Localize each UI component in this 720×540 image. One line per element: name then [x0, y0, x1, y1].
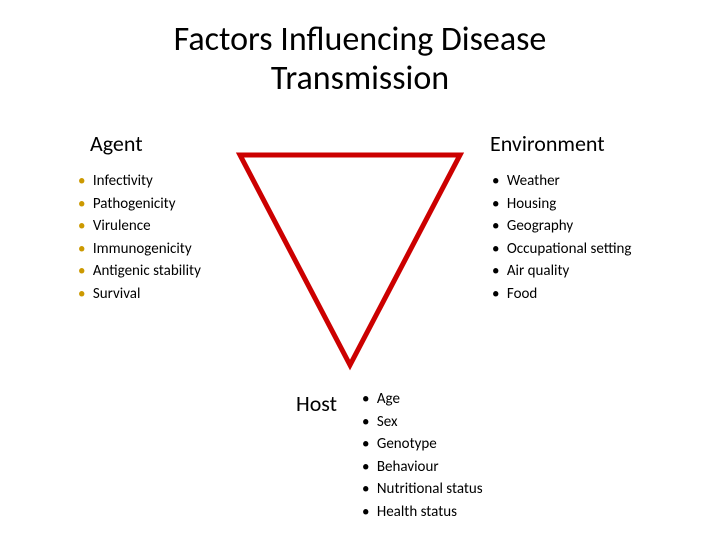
bullet-icon: •	[362, 478, 369, 501]
list-item-label: Antigenic stability	[89, 262, 200, 280]
bullet-icon: •	[492, 283, 499, 306]
host-factor-list: • Age• Sex• Genotype• Behaviour• Nutriti…	[362, 388, 483, 523]
list-item: • Immunogenicity	[78, 238, 201, 261]
list-item-label: Housing	[503, 195, 556, 213]
list-item: • Pathogenicity	[78, 193, 201, 216]
list-item-label: Geography	[503, 217, 573, 235]
list-item-label: Air quality	[503, 262, 569, 280]
list-item: • Occupational setting	[492, 238, 632, 261]
bullet-icon: •	[362, 388, 369, 411]
list-item: • Nutritional status	[362, 478, 483, 501]
title-line-2: Transmission	[271, 58, 449, 99]
list-item: • Air quality	[492, 260, 632, 283]
bullet-icon: •	[492, 260, 499, 283]
triangle-icon	[230, 145, 470, 375]
list-item: • Geography	[492, 215, 632, 238]
list-item: • Behaviour	[362, 456, 483, 479]
list-item: • Housing	[492, 193, 632, 216]
bullet-icon: •	[78, 283, 85, 306]
bullet-icon: •	[492, 193, 499, 216]
list-item-label: Age	[373, 390, 399, 408]
vertex-agent-label: Agent	[90, 130, 143, 157]
bullet-icon: •	[362, 433, 369, 456]
triangle-shape	[240, 155, 460, 365]
list-item-label: Occupational setting	[503, 240, 631, 258]
triangle-diagram	[230, 145, 470, 375]
bullet-icon: •	[492, 238, 499, 261]
list-item: • Genotype	[362, 433, 483, 456]
agent-factor-list: • Infectivity• Pathogenicity• Virulence•…	[78, 170, 201, 305]
list-item-label: Survival	[89, 285, 140, 303]
bullet-icon: •	[492, 170, 499, 193]
list-item: • Antigenic stability	[78, 260, 201, 283]
list-item: • Virulence	[78, 215, 201, 238]
bullet-icon: •	[78, 170, 85, 193]
vertex-environment-label: Environment	[490, 130, 605, 157]
title-line-1: Factors Influencing Disease	[174, 19, 547, 60]
list-item-label: Weather	[503, 172, 559, 190]
list-item: • Health status	[362, 501, 483, 524]
slide-title: Factors Influencing Disease Transmission	[0, 20, 720, 98]
list-item: • Sex	[362, 411, 483, 434]
list-item-label: Immunogenicity	[89, 240, 191, 258]
list-item-label: Sex	[373, 413, 397, 431]
vertex-host-label: Host	[296, 390, 337, 417]
list-item: • Age	[362, 388, 483, 411]
list-item-label: Nutritional status	[373, 480, 482, 498]
list-item-label: Behaviour	[373, 458, 438, 476]
list-item-label: Health status	[373, 503, 456, 521]
list-item-label: Infectivity	[89, 172, 152, 190]
bullet-icon: •	[78, 238, 85, 261]
list-item: • Weather	[492, 170, 632, 193]
bullet-icon: •	[362, 501, 369, 524]
bullet-icon: •	[362, 411, 369, 434]
list-item-label: Virulence	[89, 217, 150, 235]
list-item-label: Food	[503, 285, 537, 303]
environment-factor-list: • Weather• Housing• Geography• Occupatio…	[492, 170, 632, 305]
list-item: • Food	[492, 283, 632, 306]
bullet-icon: •	[78, 215, 85, 238]
bullet-icon: •	[78, 260, 85, 283]
list-item: • Infectivity	[78, 170, 201, 193]
list-item-label: Pathogenicity	[89, 195, 175, 213]
bullet-icon: •	[492, 215, 499, 238]
list-item-label: Genotype	[373, 435, 436, 453]
bullet-icon: •	[362, 456, 369, 479]
list-item: • Survival	[78, 283, 201, 306]
bullet-icon: •	[78, 193, 85, 216]
